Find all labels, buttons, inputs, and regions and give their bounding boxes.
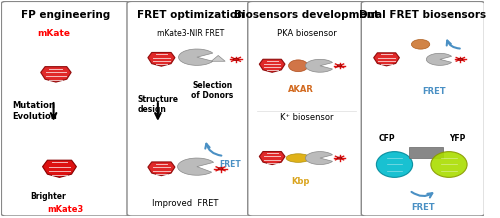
Wedge shape: [178, 49, 213, 65]
Text: K⁺ biosensor: K⁺ biosensor: [280, 113, 334, 122]
Polygon shape: [148, 53, 175, 66]
FancyArrowPatch shape: [412, 192, 432, 198]
Wedge shape: [306, 59, 332, 72]
Text: FRET: FRET: [422, 87, 446, 96]
Text: Structure
design: Structure design: [138, 95, 178, 114]
Text: Brighter: Brighter: [30, 192, 66, 201]
Polygon shape: [42, 160, 76, 177]
FancyBboxPatch shape: [362, 1, 484, 216]
Text: FRET optimization: FRET optimization: [137, 10, 244, 20]
Circle shape: [218, 168, 223, 170]
FancyBboxPatch shape: [248, 1, 366, 216]
Ellipse shape: [431, 152, 467, 177]
Text: Kbp: Kbp: [291, 177, 310, 186]
Ellipse shape: [286, 154, 310, 162]
Text: FRET: FRET: [219, 160, 241, 169]
Polygon shape: [374, 53, 400, 66]
FancyBboxPatch shape: [2, 1, 130, 216]
Polygon shape: [40, 67, 71, 82]
Polygon shape: [260, 59, 285, 72]
Wedge shape: [178, 158, 214, 175]
Text: AKAR: AKAR: [288, 85, 314, 94]
Text: Biosensors development: Biosensors development: [234, 10, 380, 20]
Circle shape: [337, 65, 342, 67]
Text: FRET: FRET: [411, 203, 434, 212]
Circle shape: [337, 157, 342, 159]
Bar: [409, 147, 443, 158]
Wedge shape: [426, 53, 452, 65]
Text: CFP: CFP: [378, 134, 395, 143]
Text: Mutation
Evolution: Mutation Evolution: [12, 101, 57, 121]
Ellipse shape: [412, 39, 430, 49]
Polygon shape: [212, 55, 225, 61]
Text: FP engineering: FP engineering: [21, 10, 110, 20]
Text: mKate3-NIR FRET: mKate3-NIR FRET: [158, 29, 224, 38]
Text: Dual FRET biosensors: Dual FRET biosensors: [360, 10, 486, 20]
Text: Improved  FRET: Improved FRET: [152, 199, 218, 208]
Text: mKate3: mKate3: [48, 205, 84, 214]
FancyArrowPatch shape: [206, 144, 222, 156]
Text: Selection
of Donors: Selection of Donors: [191, 81, 234, 100]
Text: YFP: YFP: [448, 134, 465, 143]
Text: PKA biosensor: PKA biosensor: [277, 29, 337, 38]
Ellipse shape: [376, 152, 412, 177]
Text: mKate: mKate: [37, 29, 70, 38]
Circle shape: [234, 58, 238, 60]
FancyArrowPatch shape: [446, 41, 460, 49]
Polygon shape: [260, 152, 285, 165]
Wedge shape: [306, 152, 332, 165]
Circle shape: [458, 58, 462, 60]
Polygon shape: [148, 162, 175, 176]
Ellipse shape: [288, 60, 308, 72]
FancyBboxPatch shape: [127, 1, 255, 216]
